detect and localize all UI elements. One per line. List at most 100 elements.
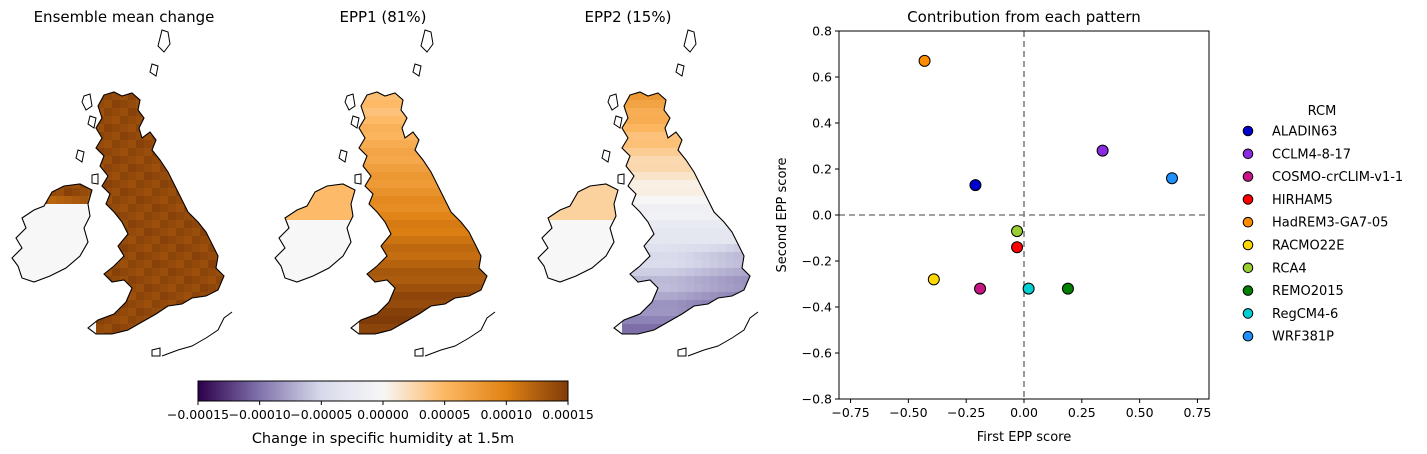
point-remo2015 (1061, 282, 1074, 295)
island-coastline (354, 173, 362, 185)
map-ensemble-mean (11, 29, 233, 357)
point-rca4 (1011, 225, 1024, 238)
y-tick-label: 0.4 (812, 116, 832, 131)
legend-marker (1242, 125, 1254, 137)
colorbar-tick-label: −0.00010 (229, 407, 291, 422)
legend: RCM ALADIN63 CCLM4-8-17 COSMO-crCLIM-v1-1 H… (1242, 104, 1403, 345)
island-coastline (613, 115, 623, 129)
x-tick-label: 0.25 (1068, 405, 1096, 420)
island-coastline (91, 173, 99, 185)
legend-marker (1242, 285, 1254, 296)
colorbar-tick-label: 0.00010 (480, 407, 532, 422)
island-coastline (414, 347, 424, 357)
y-tick-label: −0.2 (802, 254, 832, 269)
colorbar-tick-label: −0.00005 (290, 407, 352, 422)
colorbar-tick-label: 0.00000 (357, 407, 409, 422)
map-epp2 (537, 29, 759, 357)
y-tick-label: 0.2 (812, 162, 832, 177)
point-cosmo-crclim-v1-1 (974, 282, 987, 295)
legend-label: RACMO22E (1272, 239, 1344, 254)
continent-coastline (161, 311, 233, 357)
colorbar-label: Change in specific humidity at 1.5m (252, 431, 514, 447)
island-coastline (157, 29, 171, 53)
island-coastline (617, 173, 625, 185)
colorbar-gradient (197, 380, 569, 402)
x-axis-label: First EPP score (977, 430, 1071, 445)
legend-marker (1242, 148, 1254, 160)
legend-label: RCA4 (1272, 261, 1307, 276)
ireland-coastline (274, 183, 356, 283)
x-tick-label: 0.50 (1126, 405, 1154, 420)
island-coastline (677, 347, 687, 357)
y-tick-label: 0.8 (812, 24, 832, 39)
ireland-coastline (11, 183, 93, 283)
y-axis-label: Second EPP score (775, 158, 790, 273)
legend-marker (1242, 330, 1254, 342)
island-coastline (75, 149, 85, 163)
legend-label: RegCM4-6 (1272, 307, 1338, 322)
legend-label: REMO2015 (1272, 284, 1344, 299)
legend-marker (1242, 239, 1254, 251)
point-cclm4-8-17 (1096, 144, 1109, 157)
legend-title: RCM (1308, 104, 1337, 119)
island-coastline (420, 29, 434, 53)
y-tick-label: −0.6 (802, 346, 832, 361)
legend-marker (1242, 216, 1254, 228)
point-regcm4-6 (1022, 282, 1035, 295)
continent-coastline (424, 311, 496, 357)
x-tick-label: 0.00 (1010, 405, 1038, 420)
map-panels: Ensemble mean change EPP1 (81%) EPP2 (15… (11, 8, 759, 357)
island-coastline (412, 63, 422, 77)
point-aladin63 (969, 179, 982, 192)
map-title-mean: Ensemble mean change (34, 8, 215, 26)
map-title-epp1: EPP1 (81%) (340, 8, 427, 26)
point-hadrem3-ga7-05 (918, 54, 931, 67)
point-wrf381p (1166, 172, 1178, 185)
island-coastline (344, 93, 356, 111)
map-epp1 (274, 29, 496, 357)
legend-marker (1242, 262, 1254, 274)
y-tick-label: 0.0 (812, 208, 832, 223)
legend-label: WRF381P (1272, 330, 1334, 345)
y-tick-label: 0.6 (812, 70, 832, 85)
map-title-epp2: EPP2 (15%) (585, 8, 672, 26)
x-tick-label: −0.25 (947, 405, 985, 420)
scatter-chart: Contribution from each pattern −0.75 −0.5… (775, 8, 1211, 445)
colorbar-tick-label: −0.00015 (167, 407, 229, 422)
colorbar-tick-label: 0.00015 (542, 407, 594, 422)
great-britain-coastline (87, 91, 225, 335)
island-coastline (87, 115, 97, 129)
island-coastline (683, 29, 697, 53)
island-coastline (338, 149, 348, 163)
x-tick-label: −0.75 (831, 405, 869, 420)
legend-label: HadREM3-GA7-05 (1272, 216, 1388, 231)
colorbar: −0.00015 −0.00010 −0.00005 0.00000 0.00005 0.… (167, 380, 594, 447)
island-coastline (675, 63, 685, 77)
y-tick-label: −0.8 (802, 392, 832, 407)
point-racmo22e (927, 273, 940, 286)
x-tick-label: 0.75 (1184, 405, 1212, 420)
point-hirham5 (1011, 241, 1024, 254)
x-tick-label: −0.50 (889, 405, 927, 420)
great-britain-coastline (350, 91, 488, 335)
island-coastline (607, 93, 619, 111)
y-tick-label: −0.4 (802, 300, 832, 315)
legend-label: HIRHAM5 (1272, 193, 1333, 208)
legend-marker (1242, 194, 1254, 205)
continent-coastline (687, 311, 759, 357)
legend-marker (1242, 171, 1254, 182)
island-coastline (151, 347, 161, 357)
chart-title: Contribution from each pattern (907, 8, 1141, 26)
legend-marker (1242, 308, 1254, 319)
island-coastline (149, 63, 159, 77)
island-coastline (601, 149, 611, 163)
island-coastline (350, 115, 360, 129)
colorbar-tick-label: 0.00005 (419, 407, 471, 422)
legend-label: CCLM4-8-17 (1272, 147, 1351, 162)
legend-label: COSMO-crCLIM-v1-1 (1272, 170, 1403, 185)
great-britain-coastline (613, 91, 751, 335)
ireland-coastline (537, 183, 619, 283)
legend-label: ALADIN63 (1272, 125, 1337, 140)
island-coastline (81, 93, 93, 111)
